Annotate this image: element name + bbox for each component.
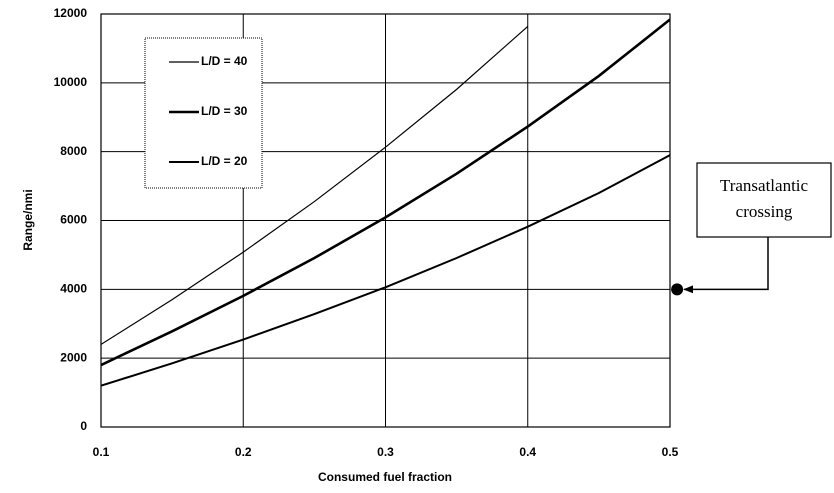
y-axis-label: Range/nmi [21,189,35,250]
series-line [101,154,670,387]
y-tick-label: 0 [80,419,87,433]
x-tick-label: 0.4 [519,445,536,459]
legend-label: L/D = 40 [201,54,248,68]
y-tick-label: 2000 [60,350,87,364]
legend-label: L/D = 20 [201,154,248,168]
series-line [101,25,529,345]
x-tick-label: 0.3 [377,445,394,459]
annotation-arrow [683,237,769,294]
annotation-box [696,162,832,238]
x-tick-label: 0.2 [235,445,252,459]
x-tick-label: 0.1 [93,445,110,459]
y-tick-label: 12000 [54,6,88,20]
annotation-text: crossing [736,202,793,221]
y-tick-label: 10000 [54,75,88,89]
x-axis-label: Consumed fuel fraction [318,470,452,484]
legend-box [144,37,263,189]
y-tick-label: 8000 [60,144,87,158]
annotation-text: Transatlantic [720,176,809,195]
annotation-point [671,283,684,296]
y-tick-label: 4000 [60,282,87,296]
plot-frame [100,13,671,428]
legend-label: L/D = 30 [201,104,248,118]
y-tick-label: 6000 [60,213,87,227]
x-tick-label: 0.5 [662,445,679,459]
series-line [101,18,670,367]
